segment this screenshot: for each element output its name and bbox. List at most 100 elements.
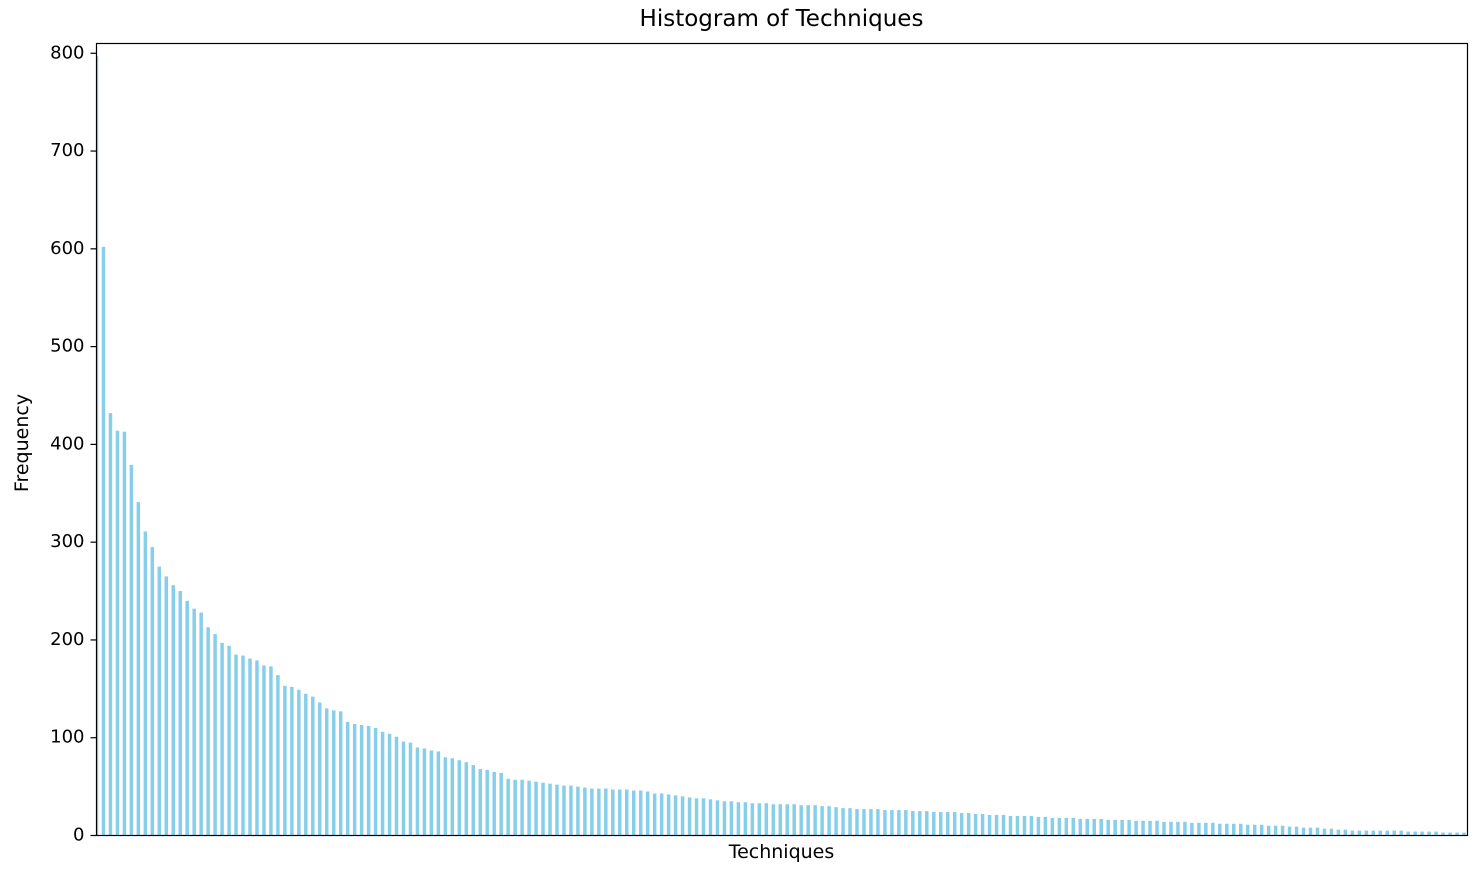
bar: [1252, 824, 1257, 836]
bar: [1294, 826, 1299, 836]
bar: [345, 722, 350, 836]
bar: [506, 778, 510, 836]
bar: [792, 804, 796, 836]
bars-group: [96, 56, 1466, 836]
bar: [1385, 830, 1390, 836]
bar: [555, 784, 559, 836]
bar: [150, 547, 155, 836]
bar: [631, 790, 636, 836]
bar: [1036, 816, 1041, 836]
bar: [1064, 817, 1069, 836]
bar: [771, 804, 776, 836]
bar: [513, 779, 517, 836]
bar: [541, 782, 545, 836]
bar: [687, 797, 692, 836]
y-axis: 0 100 200 300 400 500 600 700 800: [50, 42, 97, 846]
bar: [925, 811, 929, 836]
y-tick-label: 800: [50, 42, 84, 63]
bar: [1273, 825, 1278, 836]
bar: [827, 806, 831, 836]
bar: [122, 431, 127, 836]
bar: [659, 793, 664, 836]
bar: [1225, 823, 1229, 836]
bar: [185, 600, 189, 836]
bar: [290, 686, 294, 836]
bar: [890, 810, 894, 836]
bar: [722, 801, 727, 836]
bar: [415, 747, 420, 836]
bar: [269, 666, 273, 836]
bar: [1322, 828, 1327, 836]
bar: [457, 760, 462, 836]
bar: [380, 731, 385, 836]
bar: [666, 794, 671, 836]
bar: [757, 803, 762, 836]
bar: [611, 789, 615, 836]
bar: [1001, 814, 1006, 836]
bar: [325, 708, 329, 836]
bar: [987, 814, 992, 836]
bar: [820, 806, 824, 836]
y-tick-label: 0: [73, 825, 84, 846]
bar: [213, 634, 217, 836]
bar: [590, 788, 594, 836]
bar: [157, 566, 162, 836]
bar: [1169, 821, 1173, 836]
bar: [1134, 820, 1138, 836]
bar: [1120, 819, 1124, 836]
bar: [1008, 815, 1013, 836]
bar: [1050, 817, 1055, 836]
bar: [1218, 823, 1222, 836]
bar: [876, 809, 880, 836]
bar: [938, 812, 943, 836]
y-tick-label: 500: [50, 336, 84, 357]
bar: [1183, 821, 1187, 836]
bar: [1441, 832, 1445, 836]
bar: [1197, 822, 1201, 836]
bar: [1420, 831, 1424, 836]
bar: [604, 788, 608, 836]
bar: [680, 796, 685, 836]
y-tick-label: 200: [50, 629, 84, 650]
bar: [1357, 830, 1362, 836]
bar: [311, 696, 315, 836]
bar: [918, 811, 922, 836]
bar: [597, 788, 601, 836]
y-tick-label: 700: [50, 140, 84, 161]
bar: [1092, 818, 1096, 836]
bar: [485, 769, 489, 836]
bar: [527, 780, 531, 836]
bar: [1245, 824, 1250, 836]
bar: [401, 741, 406, 836]
bar: [1022, 815, 1027, 836]
bar: [262, 665, 266, 836]
bar: [966, 813, 971, 836]
bar: [652, 793, 657, 836]
bar: [694, 798, 699, 836]
bar: [359, 725, 364, 836]
bar: [1162, 821, 1166, 836]
bar: [729, 801, 734, 836]
bar: [108, 413, 113, 836]
bar: [1141, 820, 1145, 836]
bar: [429, 750, 434, 836]
bar: [1399, 830, 1403, 836]
bar: [785, 804, 789, 836]
bar: [911, 811, 915, 836]
bar: [129, 464, 134, 836]
bar: [1266, 825, 1271, 836]
bar: [1287, 826, 1292, 836]
bar: [1155, 820, 1159, 836]
bar: [96, 56, 99, 836]
bar: [164, 576, 169, 836]
bar: [855, 809, 859, 836]
bar: [352, 724, 357, 836]
bar: [1259, 824, 1264, 836]
bar: [331, 710, 336, 836]
bar: [1204, 822, 1208, 836]
bar: [366, 725, 371, 836]
bar: [373, 727, 378, 836]
bar: [520, 779, 524, 836]
bar: [743, 802, 748, 836]
bar: [1434, 831, 1438, 836]
